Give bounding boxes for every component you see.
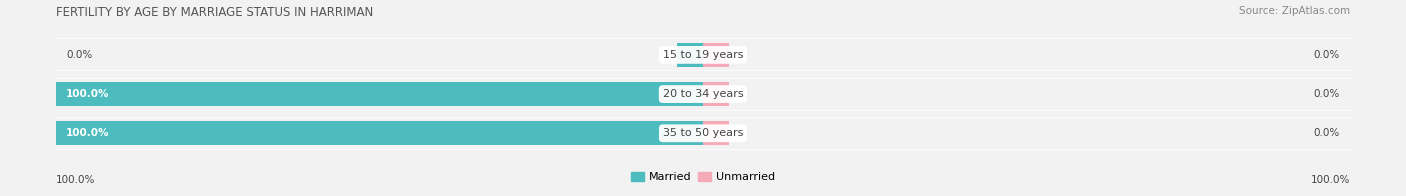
Text: 100.0%: 100.0%: [66, 89, 110, 99]
Bar: [703, 122, 728, 145]
Bar: [56, 82, 703, 106]
Text: 35 to 50 years: 35 to 50 years: [662, 128, 744, 138]
Text: 100.0%: 100.0%: [66, 128, 110, 138]
Bar: [703, 43, 728, 67]
Text: 100.0%: 100.0%: [1310, 175, 1350, 185]
Text: 100.0%: 100.0%: [56, 175, 96, 185]
Text: 0.0%: 0.0%: [1313, 128, 1340, 138]
Text: FERTILITY BY AGE BY MARRIAGE STATUS IN HARRIMAN: FERTILITY BY AGE BY MARRIAGE STATUS IN H…: [56, 6, 374, 19]
Bar: [703, 82, 728, 106]
Text: 0.0%: 0.0%: [66, 50, 93, 60]
Bar: [678, 43, 703, 67]
Text: 20 to 34 years: 20 to 34 years: [662, 89, 744, 99]
Text: 0.0%: 0.0%: [1313, 89, 1340, 99]
Text: 0.0%: 0.0%: [1313, 50, 1340, 60]
Legend: Married, Unmarried: Married, Unmarried: [627, 167, 779, 187]
Text: 15 to 19 years: 15 to 19 years: [662, 50, 744, 60]
Bar: [56, 122, 703, 145]
Text: Source: ZipAtlas.com: Source: ZipAtlas.com: [1239, 6, 1350, 16]
